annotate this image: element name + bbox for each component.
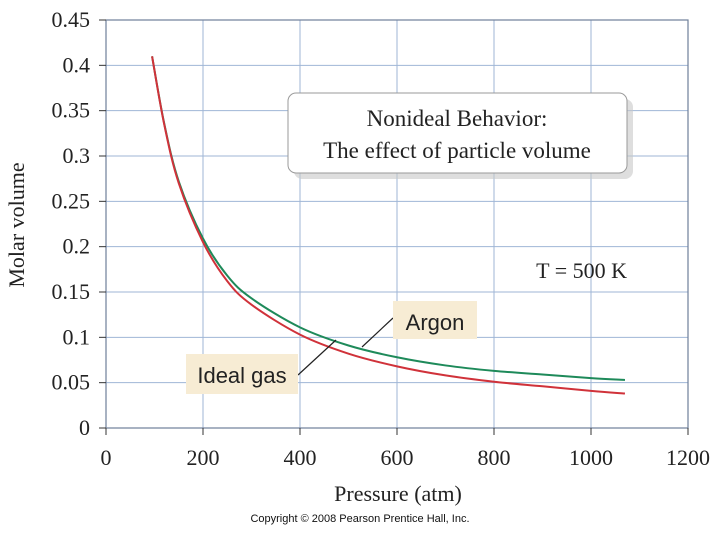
- x-tick-label: 600: [381, 445, 414, 470]
- title-box: Nonideal Behavior: The effect of particl…: [287, 92, 633, 179]
- y-tick-label: 0.4: [63, 52, 91, 77]
- y-tick-label: 0.05: [52, 370, 91, 395]
- ideal-gas-label: Ideal gas: [186, 354, 298, 394]
- y-tick-label: 0.1: [63, 324, 91, 349]
- argon-label: Argon: [393, 301, 477, 339]
- y-tick-label: 0.15: [52, 279, 91, 304]
- title-line-2: The effect of particle volume: [323, 138, 591, 163]
- x-tick-label: 200: [187, 445, 220, 470]
- series-line-ideal-gas: [151, 56, 626, 395]
- y-tick-label: 0.35: [52, 98, 91, 123]
- x-tick-label: 0: [101, 445, 112, 470]
- y-tick-label: 0.25: [52, 188, 91, 213]
- x-tick-label: 400: [284, 445, 317, 470]
- x-tick-label: 1200: [666, 445, 710, 470]
- y-tick-label: 0.3: [63, 143, 91, 168]
- y-tick-label: 0: [79, 415, 90, 440]
- argon-label-text: Argon: [406, 310, 465, 335]
- ideal-gas-leader-line: [297, 339, 337, 376]
- x-tick-label: 1000: [569, 445, 613, 470]
- title-line-1: Nonideal Behavior:: [367, 106, 548, 131]
- x-axis-label: Pressure (atm): [334, 481, 462, 506]
- copyright-text: Copyright © 2008 Pearson Prentice Hall, …: [250, 513, 470, 525]
- y-axis-label: Molar volume: [4, 162, 29, 287]
- temperature-annotation: T = 500 K: [536, 258, 627, 283]
- ideal-gas-label-text: Ideal gas: [197, 363, 286, 388]
- y-tick-label: 0.2: [63, 234, 91, 259]
- x-tick-label: 800: [478, 445, 511, 470]
- y-tick-label: 0.45: [52, 7, 91, 32]
- argon-leader-line: [361, 317, 394, 348]
